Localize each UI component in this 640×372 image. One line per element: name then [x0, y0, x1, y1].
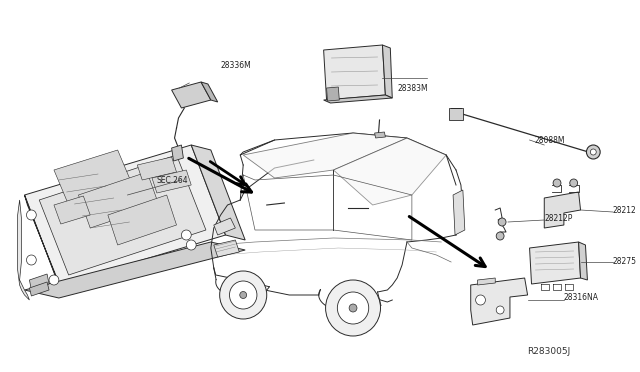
Text: SEC.264: SEC.264 — [157, 176, 189, 185]
Polygon shape — [108, 195, 177, 245]
Polygon shape — [453, 190, 465, 235]
Circle shape — [181, 230, 191, 240]
Polygon shape — [374, 132, 385, 138]
Polygon shape — [324, 95, 392, 103]
Circle shape — [570, 179, 578, 187]
Polygon shape — [326, 87, 339, 101]
Polygon shape — [470, 278, 527, 325]
Polygon shape — [24, 242, 245, 298]
Polygon shape — [172, 145, 184, 161]
Polygon shape — [152, 170, 191, 193]
Circle shape — [337, 292, 369, 324]
Circle shape — [49, 275, 59, 285]
Text: 28212P: 28212P — [544, 214, 573, 222]
Text: 28316NA: 28316NA — [564, 294, 599, 302]
Polygon shape — [191, 145, 245, 240]
Polygon shape — [544, 192, 580, 228]
Polygon shape — [324, 45, 385, 100]
Circle shape — [230, 281, 257, 309]
Circle shape — [26, 210, 36, 220]
Polygon shape — [18, 200, 29, 300]
Polygon shape — [54, 150, 132, 205]
Polygon shape — [243, 133, 407, 178]
Polygon shape — [333, 138, 446, 205]
Circle shape — [498, 218, 506, 226]
Circle shape — [220, 271, 267, 319]
Polygon shape — [24, 195, 64, 295]
Circle shape — [26, 255, 36, 265]
Polygon shape — [29, 274, 49, 290]
Circle shape — [553, 179, 561, 187]
Text: 28088M: 28088M — [534, 135, 565, 144]
Polygon shape — [214, 240, 239, 257]
Circle shape — [590, 149, 596, 155]
Polygon shape — [477, 278, 495, 285]
Circle shape — [186, 240, 196, 250]
Polygon shape — [24, 145, 225, 285]
Text: R283005J: R283005J — [527, 347, 571, 356]
Circle shape — [496, 232, 504, 240]
Polygon shape — [214, 218, 236, 235]
Polygon shape — [449, 108, 463, 120]
Polygon shape — [201, 82, 218, 102]
Text: 28212: 28212 — [613, 205, 637, 215]
Polygon shape — [138, 157, 177, 180]
Polygon shape — [39, 155, 206, 275]
Circle shape — [349, 304, 357, 312]
Circle shape — [586, 145, 600, 159]
Polygon shape — [383, 45, 392, 98]
Text: 28275: 28275 — [613, 257, 637, 266]
Polygon shape — [172, 82, 211, 108]
Polygon shape — [579, 242, 588, 280]
Polygon shape — [29, 282, 49, 296]
Circle shape — [240, 292, 246, 298]
Polygon shape — [79, 172, 159, 228]
Circle shape — [326, 280, 381, 336]
Polygon shape — [529, 242, 580, 284]
Circle shape — [476, 295, 485, 305]
Text: 28383M: 28383M — [397, 83, 428, 93]
Circle shape — [496, 306, 504, 314]
Text: 28336M: 28336M — [221, 61, 252, 70]
Polygon shape — [54, 196, 90, 224]
